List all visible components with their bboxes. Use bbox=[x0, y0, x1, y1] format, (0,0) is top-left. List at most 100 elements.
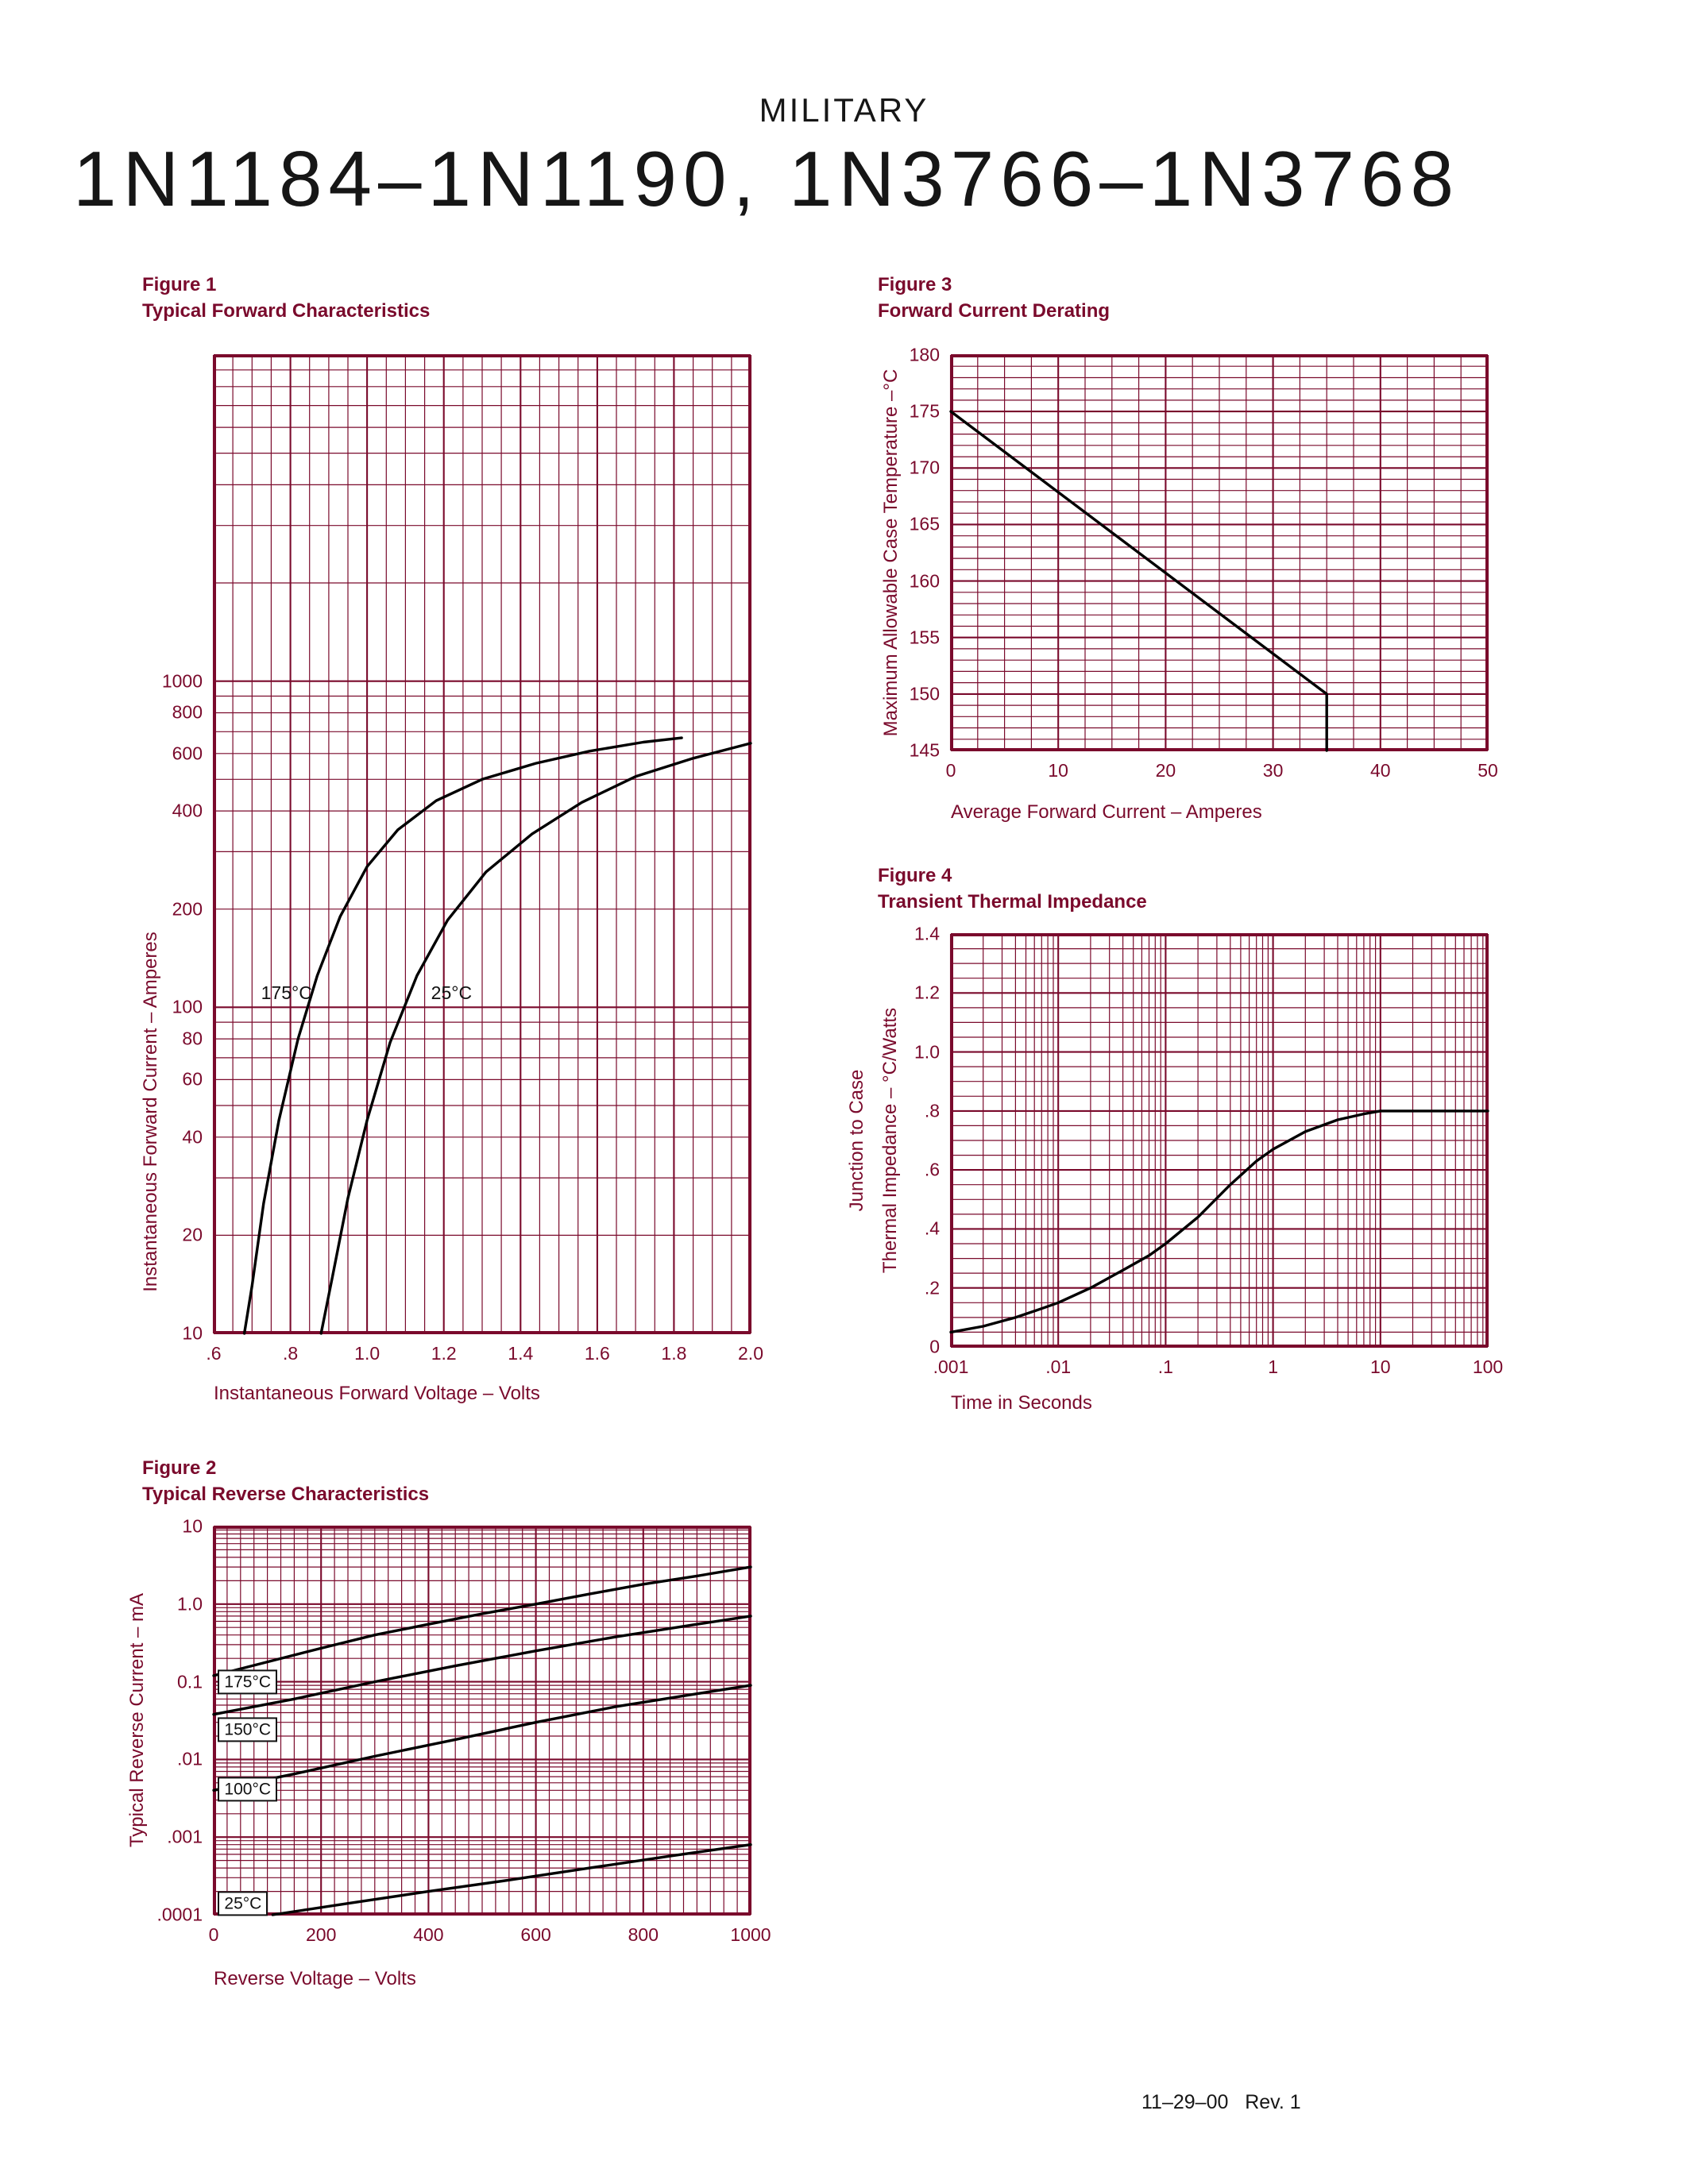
figure1-x-axis-label: Instantaneous Forward Voltage – Volts bbox=[214, 1383, 540, 1404]
figure1-label: Figure 1 bbox=[142, 274, 217, 295]
fig2-curve-label-150c: 150°C bbox=[218, 1717, 278, 1742]
header-kicker: MILITARY bbox=[759, 91, 929, 129]
fig1-curve-175c bbox=[242, 736, 683, 1335]
fig4-x-tick-label: 1 bbox=[1268, 1356, 1278, 1377]
fig2-y-tick-label: .01 bbox=[177, 1748, 203, 1769]
fig2-y-tick-label: 0.1 bbox=[177, 1671, 203, 1692]
fig4-y-tick-label: 1.0 bbox=[914, 1041, 940, 1063]
figure3-y-axis-label: Maximum Allowable Case Temperature –°C bbox=[880, 369, 902, 737]
fig4-y-tick-label: .2 bbox=[924, 1277, 940, 1298]
fig1-x-tick-label: 2.0 bbox=[738, 1343, 763, 1364]
fig2-curve-label-100c: 100°C bbox=[218, 1777, 278, 1802]
figure1-y-axis-label: Instantaneous Forward Current – Amperes bbox=[140, 932, 161, 1292]
fig1-y-tick-label: 20 bbox=[182, 1224, 203, 1245]
figure2-x-axis-label: Reverse Voltage – Volts bbox=[214, 1968, 416, 1989]
fig3-curve bbox=[949, 410, 1328, 752]
figure4-label: Figure 4 bbox=[878, 865, 952, 886]
fig2-x-tick-label: 400 bbox=[413, 1924, 444, 1945]
fig3-y-tick-label: 155 bbox=[909, 627, 940, 648]
fig1-y-tick-label: 800 bbox=[172, 701, 203, 723]
fig2-x-tick-label: 1000 bbox=[730, 1924, 771, 1945]
figure3-plot: 0 10 20 30 40 50 180 175 170 165 160 155 150 145 bbox=[910, 345, 1498, 780]
fig2-y-tick-label: .001 bbox=[167, 1826, 203, 1847]
fig3-y-tick-label: 175 bbox=[909, 400, 940, 422]
figure3-label: Figure 3 bbox=[878, 274, 952, 295]
fig3-y-tick-label: 180 bbox=[909, 344, 940, 365]
figure4-x-axis-label: Time in Seconds bbox=[951, 1392, 1092, 1414]
fig2-curve-label-25c: 25°C bbox=[218, 1891, 268, 1916]
fig4-x-tick-label: .01 bbox=[1045, 1356, 1072, 1377]
fig3-y-tick-label: 165 bbox=[909, 513, 940, 534]
fig2-curve-175c bbox=[212, 1565, 752, 1677]
fig1-y-tick-label: 40 bbox=[182, 1126, 203, 1148]
fig4-x-tick-label: 10 bbox=[1370, 1356, 1391, 1377]
fig2-y-tick-label: 10 bbox=[182, 1515, 203, 1537]
fig3-y-tick-label: 160 bbox=[909, 570, 940, 592]
fig3-y-tick-label: 145 bbox=[909, 739, 940, 761]
fig4-curve bbox=[949, 1109, 1489, 1334]
fig4-x-tick-label: 100 bbox=[1472, 1356, 1504, 1377]
part-number-title: 1N1184–1N1190, 1N3766–1N3768 bbox=[73, 135, 1461, 222]
fig4-chart-canvas bbox=[949, 932, 1489, 1349]
fig1-y-tick-label: 1000 bbox=[161, 670, 203, 692]
fig1-x-tick-label: .8 bbox=[282, 1343, 299, 1364]
fig4-y-tick-label: 1.2 bbox=[914, 982, 940, 1003]
fig3-x-tick-label: 0 bbox=[945, 760, 956, 781]
figure1-title: Typical Forward Characteristics bbox=[142, 300, 431, 322]
fig1-x-tick-label: 1.4 bbox=[508, 1343, 534, 1364]
fig2-y-tick-label: 1.0 bbox=[177, 1593, 203, 1615]
fig4-plot-frame bbox=[951, 934, 1488, 1347]
fig1-plot-frame bbox=[214, 355, 751, 1333]
fig1-y-tick-label: 60 bbox=[182, 1068, 203, 1090]
figure4-y-axis-label-line2: Thermal Impedance – °C/Watts bbox=[879, 1007, 901, 1274]
fig2-x-tick-label: 800 bbox=[628, 1924, 659, 1945]
fig4-y-tick-label: .4 bbox=[924, 1217, 940, 1239]
fig4-y-tick-label: .8 bbox=[924, 1100, 940, 1121]
figure4-y-axis-label-line1: Junction to Case bbox=[846, 1069, 867, 1212]
fig3-x-tick-label: 50 bbox=[1477, 760, 1498, 781]
figure2-plot: 0 200 400 600 800 1000 10 1.0 0.1 .01 .001 .0001 175… bbox=[156, 1517, 771, 1944]
fig1-curve-label-25c: 25°C bbox=[431, 982, 473, 1004]
fig4-x-tick-label: .001 bbox=[933, 1356, 969, 1377]
fig3-chart-canvas bbox=[949, 353, 1489, 752]
fig4-y-tick-label: 0 bbox=[929, 1336, 940, 1357]
figure4-plot: .001 .01 .1 1 10 100 1.4 1.2 1.0 .8 .6 .4 .2 0 bbox=[914, 924, 1503, 1376]
figure3-x-axis-label: Average Forward Current – Amperes bbox=[951, 801, 1262, 823]
fig1-curve-25c bbox=[319, 742, 752, 1335]
figure2-y-axis-label: Typical Reverse Current – mA bbox=[126, 1592, 148, 1848]
fig2-x-tick-label: 0 bbox=[208, 1924, 219, 1945]
figure4-title: Transient Thermal Impedance bbox=[878, 891, 1147, 913]
fig1-curve-label-175c: 175°C bbox=[261, 982, 312, 1004]
fig2-curve-label-175c: 175°C bbox=[218, 1669, 278, 1695]
fig3-plot-frame bbox=[951, 355, 1488, 751]
fig2-curve-100c bbox=[212, 1684, 752, 1792]
fig3-x-tick-label: 20 bbox=[1155, 760, 1176, 781]
figure3-title: Forward Current Derating bbox=[878, 300, 1111, 322]
fig2-curve-25c bbox=[271, 1843, 752, 1916]
fig3-x-tick-label: 30 bbox=[1262, 760, 1284, 781]
fig3-x-tick-label: 40 bbox=[1370, 760, 1391, 781]
fig1-y-tick-label: 100 bbox=[172, 996, 203, 1017]
fig1-y-tick-label: 80 bbox=[182, 1028, 203, 1049]
fig1-x-tick-label: 1.6 bbox=[584, 1343, 610, 1364]
fig2-x-tick-label: 200 bbox=[306, 1924, 337, 1945]
fig1-y-tick-label: 10 bbox=[182, 1322, 203, 1344]
figure2-label: Figure 2 bbox=[142, 1457, 217, 1479]
fig1-y-tick-label: 600 bbox=[172, 743, 203, 764]
fig1-y-tick-label: 400 bbox=[172, 800, 203, 821]
fig4-y-tick-label: 1.4 bbox=[914, 923, 940, 944]
fig2-plot-frame bbox=[214, 1526, 751, 1915]
fig2-x-tick-label: 600 bbox=[520, 1924, 551, 1945]
fig2-curve-150c bbox=[212, 1615, 752, 1716]
fig1-y-tick-label: 200 bbox=[172, 898, 203, 920]
fig1-x-tick-label: .6 bbox=[206, 1343, 222, 1364]
revision-footer: 11–29–00 Rev. 1 bbox=[1141, 2091, 1301, 2113]
fig1-chart-canvas bbox=[212, 353, 752, 1335]
fig1-x-tick-label: 1.8 bbox=[661, 1343, 687, 1364]
fig4-y-tick-label: .6 bbox=[924, 1159, 940, 1180]
fig3-y-tick-label: 170 bbox=[909, 457, 940, 478]
figure2-title: Typical Reverse Characteristics bbox=[142, 1484, 430, 1505]
figure1-plot: .6 .8 1.0 1.2 1.4 1.6 1.8 2.0 1000 800 600 400 200 10… bbox=[162, 353, 763, 1363]
fig3-x-tick-label: 10 bbox=[1048, 760, 1068, 781]
